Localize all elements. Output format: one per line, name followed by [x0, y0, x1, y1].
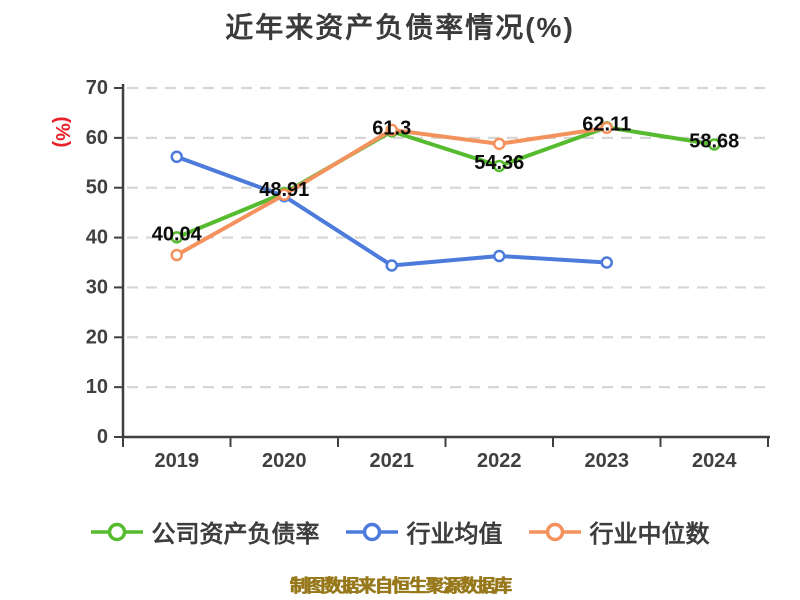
value-label-2020: 48.91 — [259, 179, 309, 201]
point-industry-median-2022[interactable] — [493, 137, 506, 151]
y-tick-label-10: 10 — [86, 376, 108, 398]
y-axis-unit-label: (%) — [51, 116, 73, 147]
x-label-2020: 2020 — [262, 450, 307, 472]
point-industry-mean-2022[interactable] — [493, 249, 506, 263]
y-tick-label-70: 70 — [86, 77, 108, 99]
legend-marker-industry-mean — [345, 522, 398, 541]
legend-marker-industry-median — [528, 522, 581, 541]
legend-label-company-debt-ratio: 公司资产负债率 — [151, 521, 320, 548]
y-tick-label-0: 0 — [97, 426, 108, 448]
y-tick-label-60: 60 — [86, 127, 108, 149]
legend-item-company-debt-ratio[interactable]: 公司资产负债率 — [90, 514, 320, 549]
value-label-2022: 54.36 — [474, 152, 524, 174]
chart-title: 近年来资产负债率情况(%) — [225, 12, 575, 43]
point-company-debt-ratio-2019[interactable] — [170, 231, 183, 244]
point-industry-median-2021[interactable] — [385, 123, 398, 137]
point-industry-mean-2023[interactable] — [600, 256, 613, 269]
point-industry-median-2023[interactable] — [600, 121, 613, 135]
y-tick-label-40: 40 — [86, 227, 108, 249]
legend-label-industry-mean: 行业均值 — [406, 521, 503, 548]
point-industry-mean-2019[interactable] — [170, 150, 183, 164]
x-label-2019: 2019 — [155, 450, 200, 472]
line-company-debt-ratio[interactable] — [174, 125, 717, 240]
data-source-caption: 制图数据来自恒生聚源数据库 — [289, 576, 512, 596]
value-label-2024: 58.68 — [689, 130, 739, 152]
y-tick-label-50: 50 — [86, 177, 108, 199]
x-label-2024: 2024 — [692, 450, 737, 472]
legend-item-industry-median[interactable]: 行业中位数 — [528, 514, 710, 549]
point-industry-mean-2021[interactable] — [385, 259, 398, 272]
x-label-2022: 2022 — [477, 450, 522, 472]
legend: 公司资产负债率 行业均值 行业中位数 — [0, 514, 800, 549]
line-industry-median[interactable] — [174, 125, 609, 258]
y-tick-label-20: 20 — [86, 326, 108, 348]
point-industry-median-2019[interactable] — [170, 248, 183, 262]
legend-marker-company-debt-ratio — [90, 522, 143, 541]
x-label-2023: 2023 — [585, 450, 630, 472]
legend-label-industry-median: 行业中位数 — [589, 521, 710, 548]
value-label-2023: 62.11 — [582, 113, 631, 135]
value-label-2019: 40.04 — [152, 223, 203, 245]
x-label-2021: 2021 — [370, 450, 415, 472]
y-tick-label-30: 30 — [86, 276, 108, 298]
point-industry-median-2020[interactable] — [278, 188, 291, 201]
point-company-debt-ratio-2024[interactable] — [708, 138, 721, 151]
value-label-2021: 61.3 — [372, 117, 411, 139]
point-company-debt-ratio-2022[interactable] — [493, 159, 506, 173]
legend-item-industry-mean[interactable]: 行业均值 — [345, 514, 503, 549]
